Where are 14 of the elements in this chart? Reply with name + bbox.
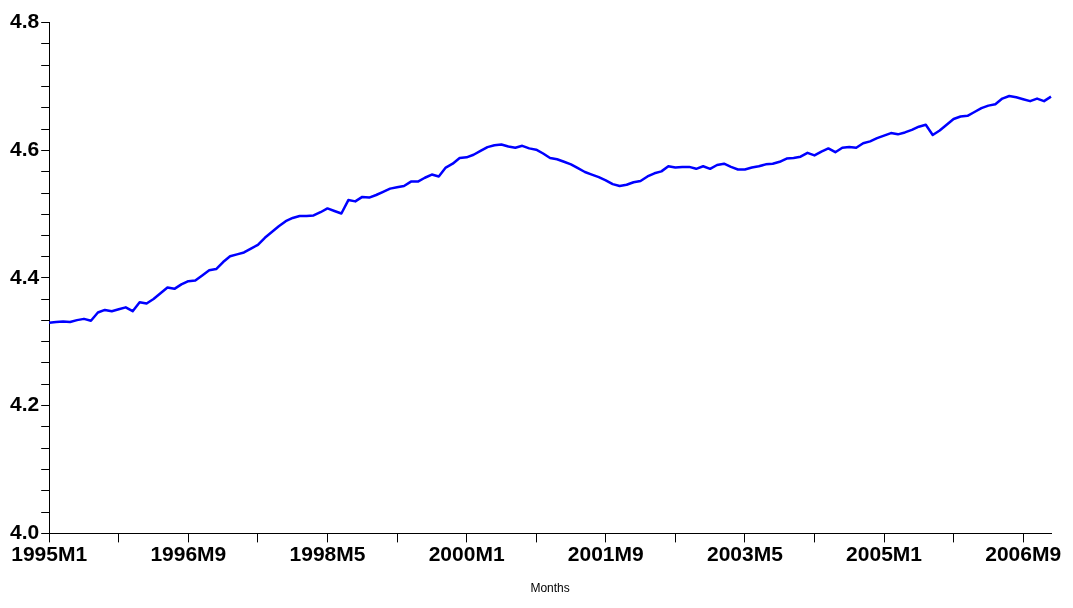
x-tick-label: 2000M1 [428,541,505,565]
x-tick-label: 2006M9 [985,541,1062,565]
x-tick-label: 2005M1 [846,541,923,565]
x-tick-label: 1998M5 [289,541,366,565]
x-axis-title: Months [530,581,570,596]
x-tick-label: 1995M1 [11,541,88,565]
x-tick-label: 2003M5 [706,541,784,565]
y-tick-label: 4.8 [9,9,40,33]
y-tick-label: 4.2 [9,392,40,416]
y-tick-label: 4.4 [9,264,40,288]
x-tick-label: 2001M9 [567,541,644,565]
y-tick-label: 4.6 [9,137,40,161]
y-tick-label: 4.0 [9,520,40,544]
x-tick-label: 1996M9 [150,541,227,565]
